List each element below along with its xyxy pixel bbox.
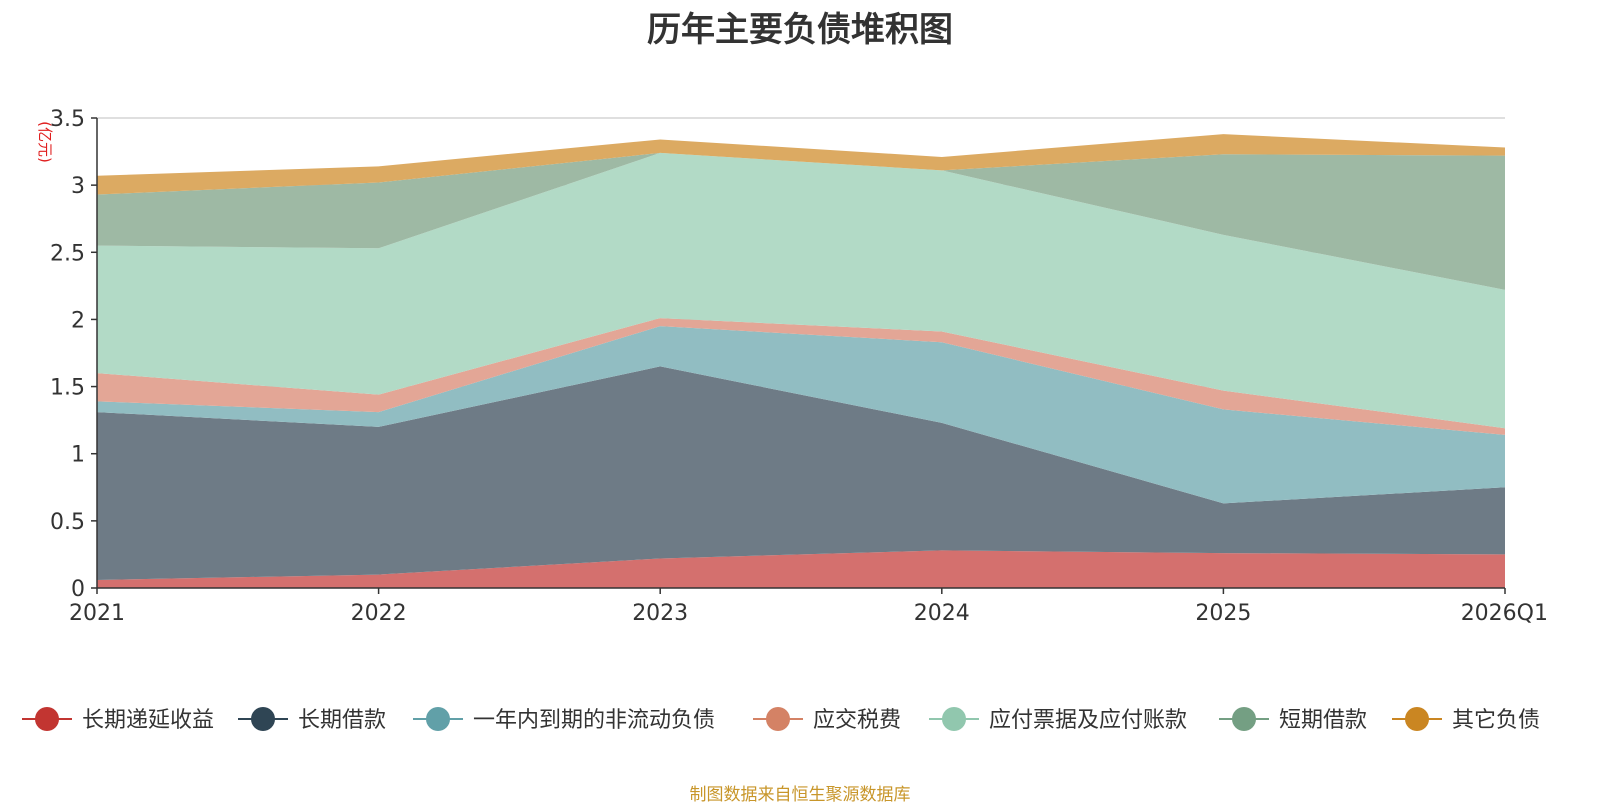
legend-item-1[interactable]: 长期借款 xyxy=(238,707,386,733)
y-tick-label-6: 3 xyxy=(71,174,85,199)
legend-item-0[interactable]: 长期递延收益 xyxy=(22,707,214,733)
data-source-note: 制图数据来自恒生聚源数据库 xyxy=(689,785,911,805)
legend-label-6: 其它负债 xyxy=(1452,708,1540,733)
y-tick-label-3: 1.5 xyxy=(50,376,85,401)
y-axis-unit-label: (亿元) xyxy=(36,121,54,163)
area-series-0 xyxy=(97,550,1505,588)
x-tick-label-0: 2021 xyxy=(69,601,125,626)
area-series-6 xyxy=(97,134,1505,195)
legend-item-2[interactable]: 一年内到期的非流动负债 xyxy=(413,707,715,733)
legend-label-2: 一年内到期的非流动负债 xyxy=(473,708,715,733)
legend: 长期递延收益 长期借款 一年内到期的非流动负债 应交税费 应付票据及应付账款 短期借款 其它… xyxy=(22,707,1540,733)
x-tick-label-3: 2024 xyxy=(914,601,970,626)
legend-label-1: 长期借款 xyxy=(298,708,386,733)
area-series-4 xyxy=(97,152,1505,429)
legend-label-4: 应付票据及应付账款 xyxy=(989,708,1187,733)
legend-marker-1 xyxy=(251,707,275,731)
x-tick-label-2: 2023 xyxy=(632,601,688,626)
legend-label-0: 长期递延收益 xyxy=(82,708,214,733)
area-series-2 xyxy=(97,326,1505,504)
legend-marker-4 xyxy=(942,707,966,731)
y-tick-label-1: 0.5 xyxy=(50,510,85,535)
y-tick-label-2: 1 xyxy=(71,443,85,468)
legend-label-3: 应交税费 xyxy=(813,708,901,733)
x-tick-label-1: 2022 xyxy=(351,601,407,626)
legend-label-5: 短期借款 xyxy=(1279,708,1367,733)
legend-marker-2 xyxy=(426,707,450,731)
legend-item-3[interactable]: 应交税费 xyxy=(753,707,901,733)
legend-marker-3 xyxy=(766,707,790,731)
legend-marker-0 xyxy=(35,707,59,731)
area-layers xyxy=(97,134,1505,588)
legend-item-4[interactable]: 应付票据及应付账款 xyxy=(929,707,1187,733)
axes: 0 0.5 1 1.5 2 2.5 3 3.5 2021 2022 2023 2024 2025 2026… xyxy=(50,107,1548,626)
legend-marker-6 xyxy=(1405,707,1429,731)
y-tick-label-0: 0 xyxy=(71,577,85,602)
area-series-1 xyxy=(97,366,1505,580)
y-tick-label-4: 2 xyxy=(71,308,85,333)
chart-title: 历年主要负债堆积图 xyxy=(647,10,953,50)
y-tick-label-5: 2.5 xyxy=(50,241,85,266)
legend-marker-5 xyxy=(1232,707,1256,731)
x-tick-label-4: 2025 xyxy=(1195,601,1251,626)
legend-item-6[interactable]: 其它负债 xyxy=(1392,707,1540,733)
x-tick-label-5: 2026Q1 xyxy=(1461,601,1548,626)
area-series-5 xyxy=(97,152,1505,290)
legend-item-5[interactable]: 短期借款 xyxy=(1219,707,1367,733)
y-tick-label-7: 3.5 xyxy=(50,107,85,132)
